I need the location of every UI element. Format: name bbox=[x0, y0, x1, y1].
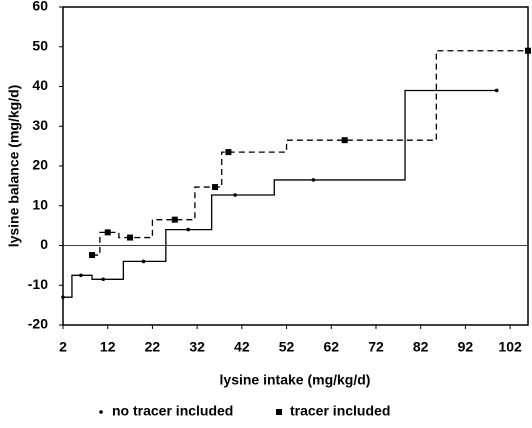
y-tick-label: 0 bbox=[40, 236, 48, 252]
y-axis-label: lysine balance (mg/kg/d) bbox=[6, 85, 22, 248]
step-line bbox=[63, 89, 497, 298]
y-tick-label: -20 bbox=[28, 316, 48, 332]
marker bbox=[127, 234, 134, 241]
marker bbox=[311, 178, 316, 182]
x-tick-label: 42 bbox=[234, 339, 250, 355]
x-axis-label: lysine intake (mg/kg/d) bbox=[220, 372, 371, 388]
marker bbox=[89, 252, 96, 259]
legend-marker bbox=[99, 410, 103, 414]
legend-marker bbox=[276, 409, 282, 415]
marker bbox=[494, 88, 499, 93]
x-tick-label: 102 bbox=[498, 339, 522, 355]
x-tick-label: 2 bbox=[59, 339, 67, 355]
marker bbox=[341, 137, 348, 144]
marker bbox=[186, 227, 190, 232]
y-tick-label: -10 bbox=[28, 276, 48, 292]
y-tick-label: 40 bbox=[32, 77, 48, 93]
marker bbox=[61, 295, 65, 299]
marker bbox=[141, 259, 146, 264]
marker bbox=[212, 184, 219, 191]
legend-label: tracer included bbox=[290, 403, 390, 419]
y-tick-label: 30 bbox=[32, 117, 48, 133]
x-tick-label: 92 bbox=[458, 339, 474, 355]
marker bbox=[525, 47, 531, 54]
x-tick-label: 52 bbox=[279, 339, 295, 355]
y-tick-label: 20 bbox=[32, 157, 48, 173]
marker bbox=[171, 216, 178, 223]
legend-label: no tracer included bbox=[112, 403, 233, 419]
y-tick-label: 10 bbox=[32, 196, 48, 212]
x-tick-label: 62 bbox=[323, 339, 339, 355]
marker bbox=[225, 149, 232, 156]
marker bbox=[233, 193, 237, 197]
plot-frame bbox=[62, 6, 529, 326]
x-tick-label: 12 bbox=[100, 339, 116, 355]
marker bbox=[79, 273, 83, 278]
marker bbox=[101, 277, 106, 282]
x-tick-label: 72 bbox=[368, 339, 384, 355]
y-tick-label: 60 bbox=[32, 0, 48, 14]
x-tick-label: 22 bbox=[145, 339, 161, 355]
step-line bbox=[92, 50, 528, 256]
y-tick-label: 50 bbox=[32, 37, 48, 53]
x-tick-label: 82 bbox=[413, 339, 429, 355]
marker bbox=[104, 229, 111, 236]
x-tick-label: 32 bbox=[189, 339, 205, 355]
